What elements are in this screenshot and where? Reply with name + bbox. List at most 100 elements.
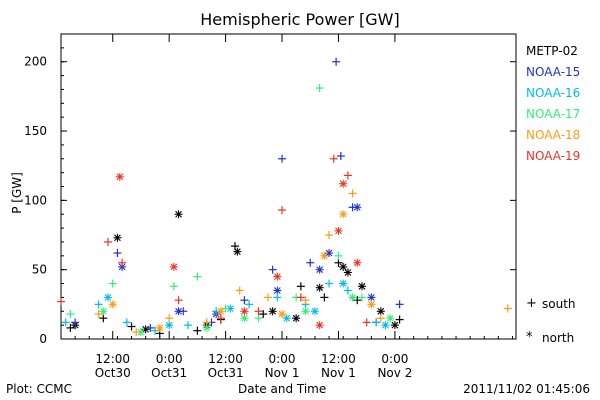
- data-point-south: [61, 318, 70, 327]
- marker-stroke: [349, 294, 356, 301]
- marker-stroke: [217, 307, 225, 315]
- marker-stroke: [114, 234, 121, 242]
- marker-stroke: [358, 282, 366, 290]
- data-point-north: [357, 282, 366, 291]
- data-point-north: [367, 300, 376, 309]
- marker-stroke: [391, 321, 399, 329]
- data-point-south: [122, 318, 131, 327]
- data-point-north: [174, 307, 183, 316]
- data-point-north: [376, 307, 385, 316]
- data-point-north: [315, 283, 324, 292]
- data-point-south: [348, 189, 357, 198]
- data-point-north: [233, 247, 242, 256]
- data-point-south: [343, 286, 352, 295]
- data-point-south: [146, 323, 155, 332]
- data-point-south: [245, 300, 254, 309]
- data-point-south: [315, 84, 324, 93]
- marker-stroke: [367, 294, 375, 301]
- marker-stroke: [386, 314, 394, 322]
- data-point-south: [132, 328, 141, 337]
- x-tick-label: 12:00: [321, 352, 356, 366]
- marker-stroke: [241, 307, 248, 315]
- data-point-south: [113, 249, 122, 258]
- legend-item: NOAA-19: [526, 149, 581, 163]
- marker-stroke: [353, 203, 361, 211]
- data-point-south: [193, 272, 202, 281]
- marker-stroke: [156, 324, 164, 332]
- marker-stroke: [99, 307, 107, 315]
- marker-stroke: [116, 173, 124, 181]
- legend-south-marker: +: [526, 296, 537, 311]
- data-point-north: [292, 314, 301, 323]
- data-point-south: [118, 258, 127, 267]
- data-point-south: [336, 152, 345, 160]
- marker-stroke: [339, 210, 347, 218]
- data-point-south: [503, 304, 512, 313]
- data-point-south: [183, 321, 192, 330]
- data-point-north: [282, 314, 291, 323]
- marker-stroke: [367, 300, 375, 308]
- marker-stroke: [339, 263, 347, 271]
- marker-stroke: [292, 314, 300, 322]
- data-point-south: [254, 314, 263, 323]
- data-point-north: [301, 307, 310, 316]
- marker-stroke: [339, 280, 347, 287]
- marker-stroke: [233, 248, 241, 256]
- data-points: [57, 57, 512, 338]
- data-point-south: [325, 231, 334, 240]
- data-point-south: [273, 293, 282, 302]
- data-point-south: [104, 237, 113, 246]
- plot-frame: [60, 33, 517, 340]
- data-point-south: [362, 318, 371, 327]
- data-point-south: [127, 322, 136, 331]
- data-point-north: [339, 262, 348, 271]
- marker-stroke: [203, 324, 211, 332]
- data-point-north: [353, 203, 362, 212]
- marker-stroke: [344, 269, 352, 276]
- data-point-north: [165, 321, 174, 330]
- data-point-north: [169, 262, 178, 271]
- data-point-south: [94, 310, 103, 319]
- x-tick-label: 12:00: [208, 352, 243, 366]
- data-point-south: [165, 314, 174, 323]
- data-point-north: [343, 268, 352, 277]
- x-tick-date-label: Nov 2: [377, 366, 412, 380]
- marker-stroke: [325, 249, 333, 257]
- data-point-north: [240, 307, 249, 316]
- data-point-south: [325, 279, 334, 288]
- data-point-north: [353, 258, 362, 267]
- data-point-north: [339, 210, 348, 219]
- data-point-north: [273, 286, 282, 295]
- x-tick-date-label: Oct30: [95, 366, 131, 380]
- data-point-north: [216, 307, 225, 316]
- marker-stroke: [278, 310, 286, 318]
- data-point-north: [390, 321, 399, 330]
- x-tick-date-label: Nov 1: [265, 366, 300, 380]
- data-point-south: [94, 300, 103, 309]
- marker-stroke: [316, 321, 324, 329]
- marker-stroke: [377, 307, 385, 315]
- marker-stroke: [339, 180, 347, 188]
- marker-stroke: [104, 294, 112, 301]
- data-point-north: [155, 323, 164, 332]
- legend-item: NOAA-17: [526, 107, 581, 121]
- y-tick-label: 100: [24, 193, 47, 207]
- data-point-south: [268, 265, 277, 274]
- data-point-south: [376, 314, 385, 323]
- data-point-south: [329, 154, 338, 163]
- y-axis-label: P [GW]: [9, 172, 24, 214]
- data-point-south: [263, 293, 272, 302]
- data-point-south: [395, 315, 404, 324]
- data-point-north: [386, 314, 395, 323]
- data-point-south: [240, 296, 249, 305]
- data-point-south: [108, 279, 117, 288]
- x-tick-date-label: Nov 1: [321, 366, 356, 380]
- legend-item: METP-02: [526, 44, 578, 58]
- data-point-south: [343, 171, 352, 180]
- data-point-north: [174, 210, 183, 219]
- marker-stroke: [382, 321, 389, 329]
- data-point-north: [310, 307, 319, 316]
- data-point-south: [296, 293, 305, 302]
- marker-stroke: [335, 227, 342, 235]
- data-point-north: [367, 293, 376, 302]
